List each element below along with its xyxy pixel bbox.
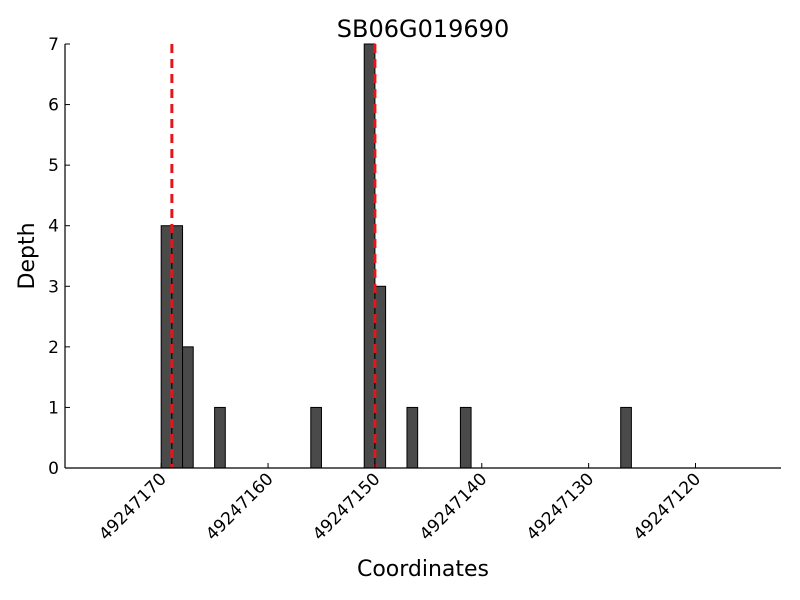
y-axis-label: Depth — [15, 222, 40, 289]
bar-1 — [171, 225, 184, 469]
bar-9 — [620, 406, 632, 469]
bar-8 — [459, 406, 472, 469]
bar-0 — [160, 225, 173, 469]
bar-2 — [182, 346, 194, 469]
axes-layer — [64, 44, 781, 469]
y-tick-label-1: 1 — [48, 398, 59, 418]
y-ticks-layer: 0 1 2 3 4 5 6 7 — [48, 35, 70, 479]
x-tick-label-4: 49247130 — [523, 469, 598, 544]
bar-4 — [310, 406, 322, 469]
y-tick-label-2: 2 — [48, 338, 59, 358]
reference-lines-layer — [170, 44, 377, 468]
y-tick-label-3: 3 — [48, 277, 59, 297]
y-tick-label-0: 0 — [48, 459, 59, 479]
bar-5 — [363, 43, 376, 469]
y-tick-label-6: 6 — [48, 96, 59, 116]
bar-7 — [406, 406, 419, 469]
x-ticks-layer: 49247170 49247160 49247150 49247140 49247130… — [95, 463, 705, 545]
x-axis-label: Coordinates — [357, 557, 489, 582]
x-tick-label-3: 49247140 — [416, 469, 491, 544]
x-tick-label-5: 49247120 — [630, 469, 705, 544]
chart-title: SB06G019690 — [337, 15, 509, 43]
x-tick-label-2: 49247150 — [309, 469, 384, 544]
y-tick-label-5: 5 — [48, 156, 59, 176]
bar-6 — [374, 285, 387, 469]
bars-layer — [160, 43, 632, 469]
y-tick-label-7: 7 — [48, 35, 59, 55]
bar-3 — [214, 406, 226, 469]
x-tick-label-1: 49247160 — [202, 469, 277, 544]
x-tick-label-0: 49247170 — [95, 469, 170, 544]
y-tick-label-4: 4 — [48, 217, 59, 237]
